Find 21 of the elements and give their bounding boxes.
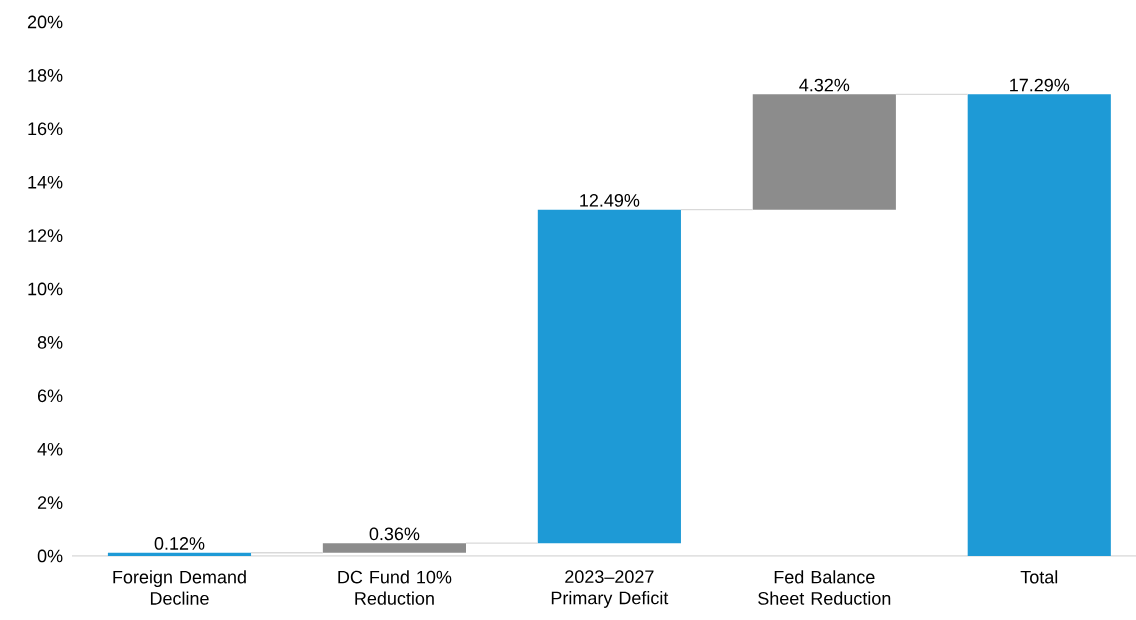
y-tick-label: 16% [28,122,63,136]
y-tick-label: 4% [37,442,63,456]
y-tick-label: 20% [27,15,63,29]
x-tick-label: DC Fund 10% Reduction [338,570,452,605]
y-tick-label: 12% [28,229,63,242]
data-label: 0.12% [154,537,205,550]
y-tick-label: 0% [37,549,63,563]
data-label: 4.32% [799,78,850,92]
y-tick-label: 8% [37,336,63,349]
y-tick-label: 14% [28,175,63,189]
y-tick-label: 10% [28,282,63,296]
x-tick-label: 2023–2027 Primary Deficit [551,570,669,608]
y-tick-label: 2% [37,496,63,509]
y-tick-label: 18% [28,69,63,82]
x-tick-label: Total [1020,570,1058,584]
data-label: 0.36% [369,527,420,541]
data-label: 12.49% [580,194,640,207]
data-label: 17.29% [1010,78,1070,92]
x-tick-label: Foreign Demand Decline [113,570,246,605]
x-tick-label: Fed Balance Sheet Reduction [758,570,891,605]
y-tick-label: 6% [37,389,63,403]
